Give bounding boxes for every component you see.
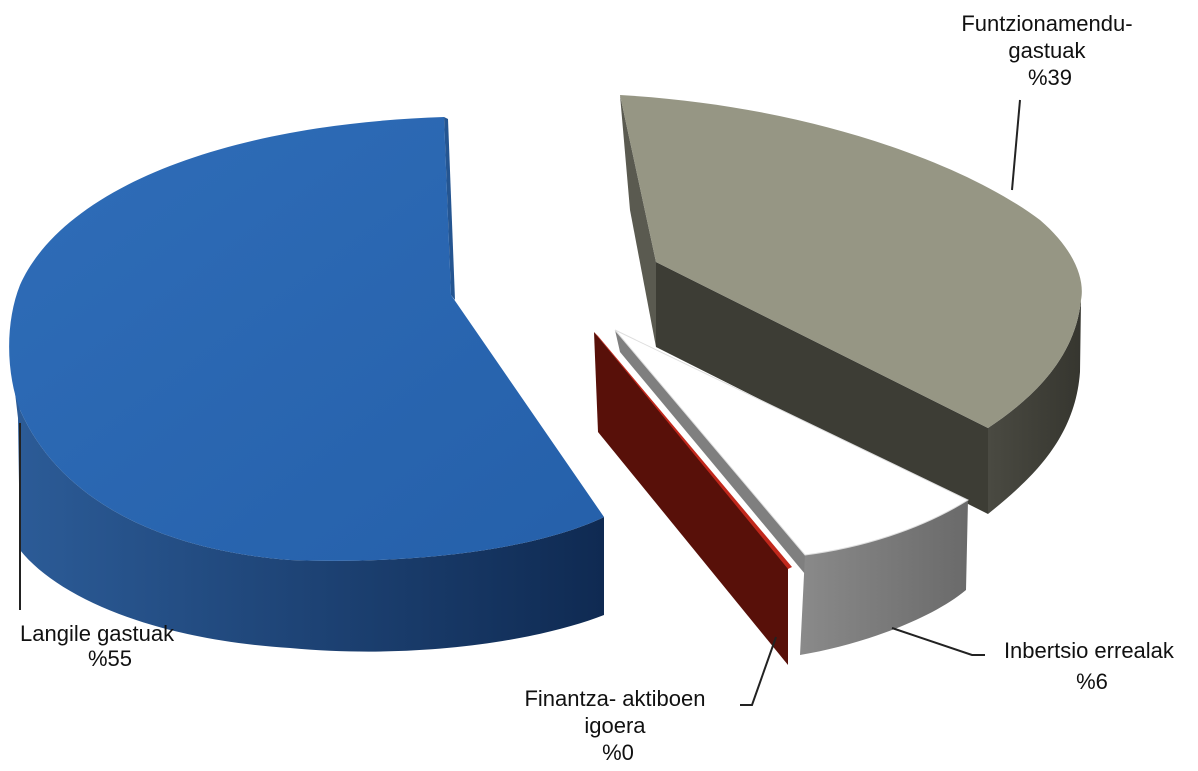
slice-langile-top xyxy=(9,117,605,561)
label-langile-line-2: %55 xyxy=(88,646,132,671)
slice-funtzionamendu-side xyxy=(988,300,1081,514)
leader-finantza xyxy=(740,636,777,706)
label-langile: Langile gastuak %55 xyxy=(20,621,180,671)
label-finantza: Finantza- aktiboen igoera %0 xyxy=(524,686,711,765)
slice-finantza-aktiboen-igoera xyxy=(594,332,792,665)
label-funtzionamendu-line-2: gastuak xyxy=(1008,38,1086,63)
label-funtzionamendu-line-3: %39 xyxy=(1028,65,1072,90)
slice-funtzionamendu-inner xyxy=(620,95,656,347)
label-finantza-line-1: Finantza- aktiboen xyxy=(524,686,705,711)
slice-finantza-side xyxy=(594,332,788,665)
leader-funtzionamendu xyxy=(1011,99,1021,191)
slice-funtzionamendu-top xyxy=(620,95,1082,428)
slice-inbertsio-inner xyxy=(615,330,810,580)
slice-langile-inner-edge xyxy=(444,117,455,300)
leader-inbertsio xyxy=(891,627,985,656)
leader-lines xyxy=(19,99,1021,706)
label-langile-line-1: Langile gastuak xyxy=(20,621,175,646)
slice-funtzionamendu-front xyxy=(656,262,988,514)
label-funtzionamendu-line-1: Funtzionamendu- xyxy=(961,11,1132,36)
label-inbertsio-line-1: Inbertsio errealak xyxy=(1004,638,1175,663)
label-funtzionamendu: Funtzionamendu- gastuak %39 xyxy=(961,11,1138,90)
slice-inbertsio-errealak xyxy=(614,329,970,655)
slice-langile-side xyxy=(10,332,604,652)
slice-funtzionamendu-gastuak xyxy=(620,95,1082,514)
slice-langile-gastuak xyxy=(9,117,605,652)
label-finantza-line-3: %0 xyxy=(602,740,634,765)
label-finantza-line-2: igoera xyxy=(584,713,646,738)
data-labels: Langile gastuak %55 Funtzionamendu- gast… xyxy=(20,11,1180,765)
slice-inbertsio-front xyxy=(800,500,968,655)
slice-inbertsio-top xyxy=(614,329,970,556)
label-inbertsio: Inbertsio errealak %6 xyxy=(1004,638,1180,694)
label-inbertsio-line-2: %6 xyxy=(1076,669,1108,694)
slice-finantza-top xyxy=(594,332,792,569)
